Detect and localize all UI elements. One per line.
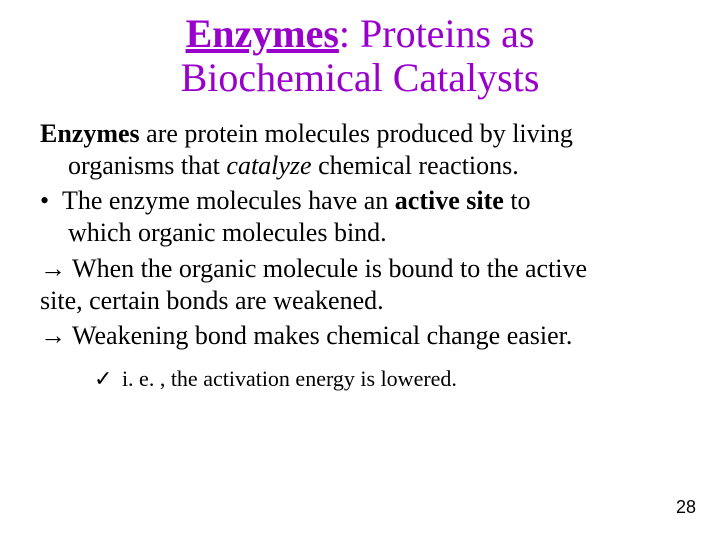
arrow-icon: → — [40, 320, 66, 350]
slide-body: Enzymes are protein molecules produced b… — [0, 100, 720, 393]
arrow-icon: → — [40, 253, 66, 283]
slide-title: Enzymes: Proteins as Biochemical Catalys… — [0, 0, 720, 100]
sub-text: i. e. , the activation energy is lowered… — [116, 366, 456, 391]
arrow-item-1: → When the organic molecule is bound to … — [40, 253, 686, 316]
def-tail: chemical reactions. — [312, 151, 519, 180]
arrow1-text2: site, certain bonds are weakened. — [40, 286, 384, 315]
title-line-2: Biochemical Catalysts — [181, 55, 540, 100]
bullet-marker: • — [40, 185, 62, 217]
def-mid1: are protein molecules produced by living — [140, 119, 573, 148]
def-mid2: organisms that — [68, 151, 226, 180]
bullet-text-1: The enzyme molecules have an active site… — [62, 186, 531, 215]
page-number: 28 — [676, 497, 696, 518]
title-underlined: Enzymes — [186, 11, 339, 56]
arrow-item-2: → Weakening bond makes chemical change e… — [40, 320, 686, 352]
bullet-post: to — [504, 186, 531, 215]
bullet-item: •The enzyme molecules have an active sit… — [40, 185, 686, 248]
definition-paragraph: Enzymes are protein molecules produced b… — [40, 118, 686, 181]
def-line2: organisms that catalyze chemical reactio… — [40, 150, 686, 182]
check-icon: ✓ — [94, 366, 112, 391]
active-site-term: active site — [395, 186, 504, 215]
bullet-text-2: which organic molecules bind. — [40, 217, 686, 249]
bullet-pre: The enzyme molecules have an — [62, 186, 395, 215]
sub-bullet: ✓ i. e. , the activation energy is lower… — [40, 356, 686, 393]
arrow1-text1: When the organic molecule is bound to th… — [66, 254, 587, 283]
slide: Enzymes: Proteins as Biochemical Catalys… — [0, 0, 720, 540]
lead-term: Enzymes — [40, 119, 140, 148]
arrow2-text: Weakening bond makes chemical change eas… — [66, 321, 572, 350]
catalyze-term: catalyze — [226, 151, 311, 180]
title-rest-1: : Proteins as — [339, 11, 535, 56]
